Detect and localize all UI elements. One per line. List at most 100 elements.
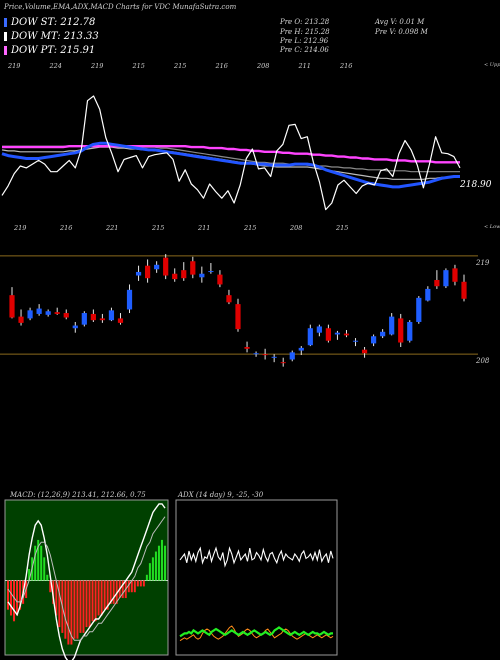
ema-top-label: 219 [90, 62, 103, 70]
candle-body [461, 281, 467, 299]
macd-histogram-bar [82, 580, 85, 633]
macd-histogram-bar [103, 580, 106, 610]
ema-bottom-label: 219 [13, 224, 26, 232]
macd-histogram-bar [160, 539, 163, 581]
adx-line-adx [179, 546, 334, 568]
macd-signal-line [7, 516, 166, 641]
macd-histogram-bar [106, 580, 109, 610]
candle-body [425, 288, 431, 301]
macd-histogram-bar [55, 580, 58, 616]
stat-pre-high: Pre H: 215.28 [280, 28, 330, 36]
macd-histogram-bar [73, 580, 76, 639]
candle-body [126, 289, 133, 310]
macd-histogram-bar [52, 580, 55, 604]
candle-body [226, 295, 232, 303]
legend-item-dow-st: DOW ST: 212.78 [4, 17, 95, 28]
ema-bottom-label: 211 [197, 224, 210, 232]
candle-body [307, 328, 313, 346]
adx-panel-bg [175, 499, 338, 656]
legend-swatch-pt [4, 46, 7, 55]
macd-histogram-bar [133, 580, 136, 593]
ema-top-label: 219 [7, 62, 20, 70]
adx-header: ADX (14 day) 9, -25, -30 [177, 491, 264, 499]
ema-upper-tag: < Upper [484, 62, 500, 68]
candle-body [54, 312, 60, 314]
macd-histogram-bar [151, 557, 154, 581]
macd-histogram-bar [70, 580, 73, 645]
candle-body [280, 362, 286, 364]
legend-swatch-st [4, 18, 7, 27]
stat-pre-close: Pre C: 214.06 [280, 46, 329, 54]
candle-body [235, 304, 241, 330]
candle-body [262, 354, 268, 356]
candle-body [63, 313, 69, 318]
candle-body [145, 265, 151, 279]
macd-histogram-bar [88, 580, 91, 628]
ema-top-label: 215 [173, 62, 186, 70]
ema-lower-tag: < Lower [484, 224, 500, 230]
ema-bottom-label: 221 [105, 224, 118, 232]
ema-bottom-label: 215 [335, 224, 348, 232]
ema-top-label: 216 [339, 62, 352, 70]
candle-body [108, 310, 115, 321]
candle-body [172, 273, 178, 280]
macd-histogram-bar [130, 580, 133, 593]
macd-histogram-bar [136, 580, 139, 587]
ema-bottom-label: 215 [151, 224, 164, 232]
ema-line-ema_short [1, 141, 460, 189]
candle-body [135, 271, 142, 276]
macd-histogram-bar [7, 580, 9, 610]
macd-histogram-bar [37, 539, 40, 581]
candle-body [371, 336, 377, 344]
candle-body [72, 325, 78, 329]
macd-histogram-bar [85, 580, 88, 628]
macd-histogram-bar [19, 580, 22, 610]
candle-body [117, 318, 124, 323]
macd-histogram-bar [127, 580, 130, 593]
ema-bottom-label: 215 [243, 224, 256, 232]
candle-body [163, 257, 169, 276]
price-level-label: 208 [475, 357, 490, 365]
macd-histogram-bar [46, 574, 49, 581]
candle-body [90, 313, 96, 321]
candle-body [36, 308, 42, 314]
macd-histogram-bar [16, 580, 19, 616]
macd-histogram-bar [142, 580, 145, 587]
macd-histogram-bar [157, 545, 160, 581]
ema-top-label: 224 [49, 62, 62, 70]
macd-histogram-bar [109, 580, 112, 604]
chart-title: Price,Volume,EMA,ADX,MACD Charts for VDC… [4, 3, 237, 11]
adx-line-plus_di [179, 626, 333, 638]
candle-body [343, 333, 350, 336]
stat-pre-volume: Pre V: 0.098 M [375, 28, 428, 36]
ema-top-label: 211 [298, 62, 311, 70]
macd-histogram-bar [13, 580, 16, 622]
candle-body [416, 297, 422, 322]
candle-body [18, 316, 24, 323]
macd-histogram-bar [94, 580, 97, 622]
candle-body [298, 347, 304, 351]
macd-histogram-bar [10, 580, 13, 616]
legend-item-dow-mt: DOW MT: 213.33 [4, 31, 99, 42]
macd-histogram-bar [34, 545, 37, 581]
stat-pre-open: Pre O: 213.28 [280, 18, 330, 26]
candle-body [398, 318, 404, 343]
macd-histogram-bar [79, 580, 82, 633]
candle-body [253, 353, 259, 355]
candle-body [361, 349, 368, 354]
macd-histogram-bar [40, 545, 43, 581]
macd-histogram-bar [28, 568, 31, 581]
candle-body [271, 356, 277, 358]
ema-top-label: 208 [256, 62, 269, 70]
legend-label-pt: DOW PT: 215.91 [11, 45, 96, 56]
candle-body [208, 271, 214, 273]
macd-line [7, 503, 166, 660]
macd-histogram-bar [145, 574, 148, 581]
candle-body [9, 295, 15, 318]
macd-histogram-bar [91, 580, 94, 622]
candle-body [181, 270, 187, 279]
macd-histogram-bar [43, 557, 46, 581]
legend-item-dow-pt: DOW PT: 215.91 [4, 45, 95, 56]
candle-body [45, 311, 51, 315]
